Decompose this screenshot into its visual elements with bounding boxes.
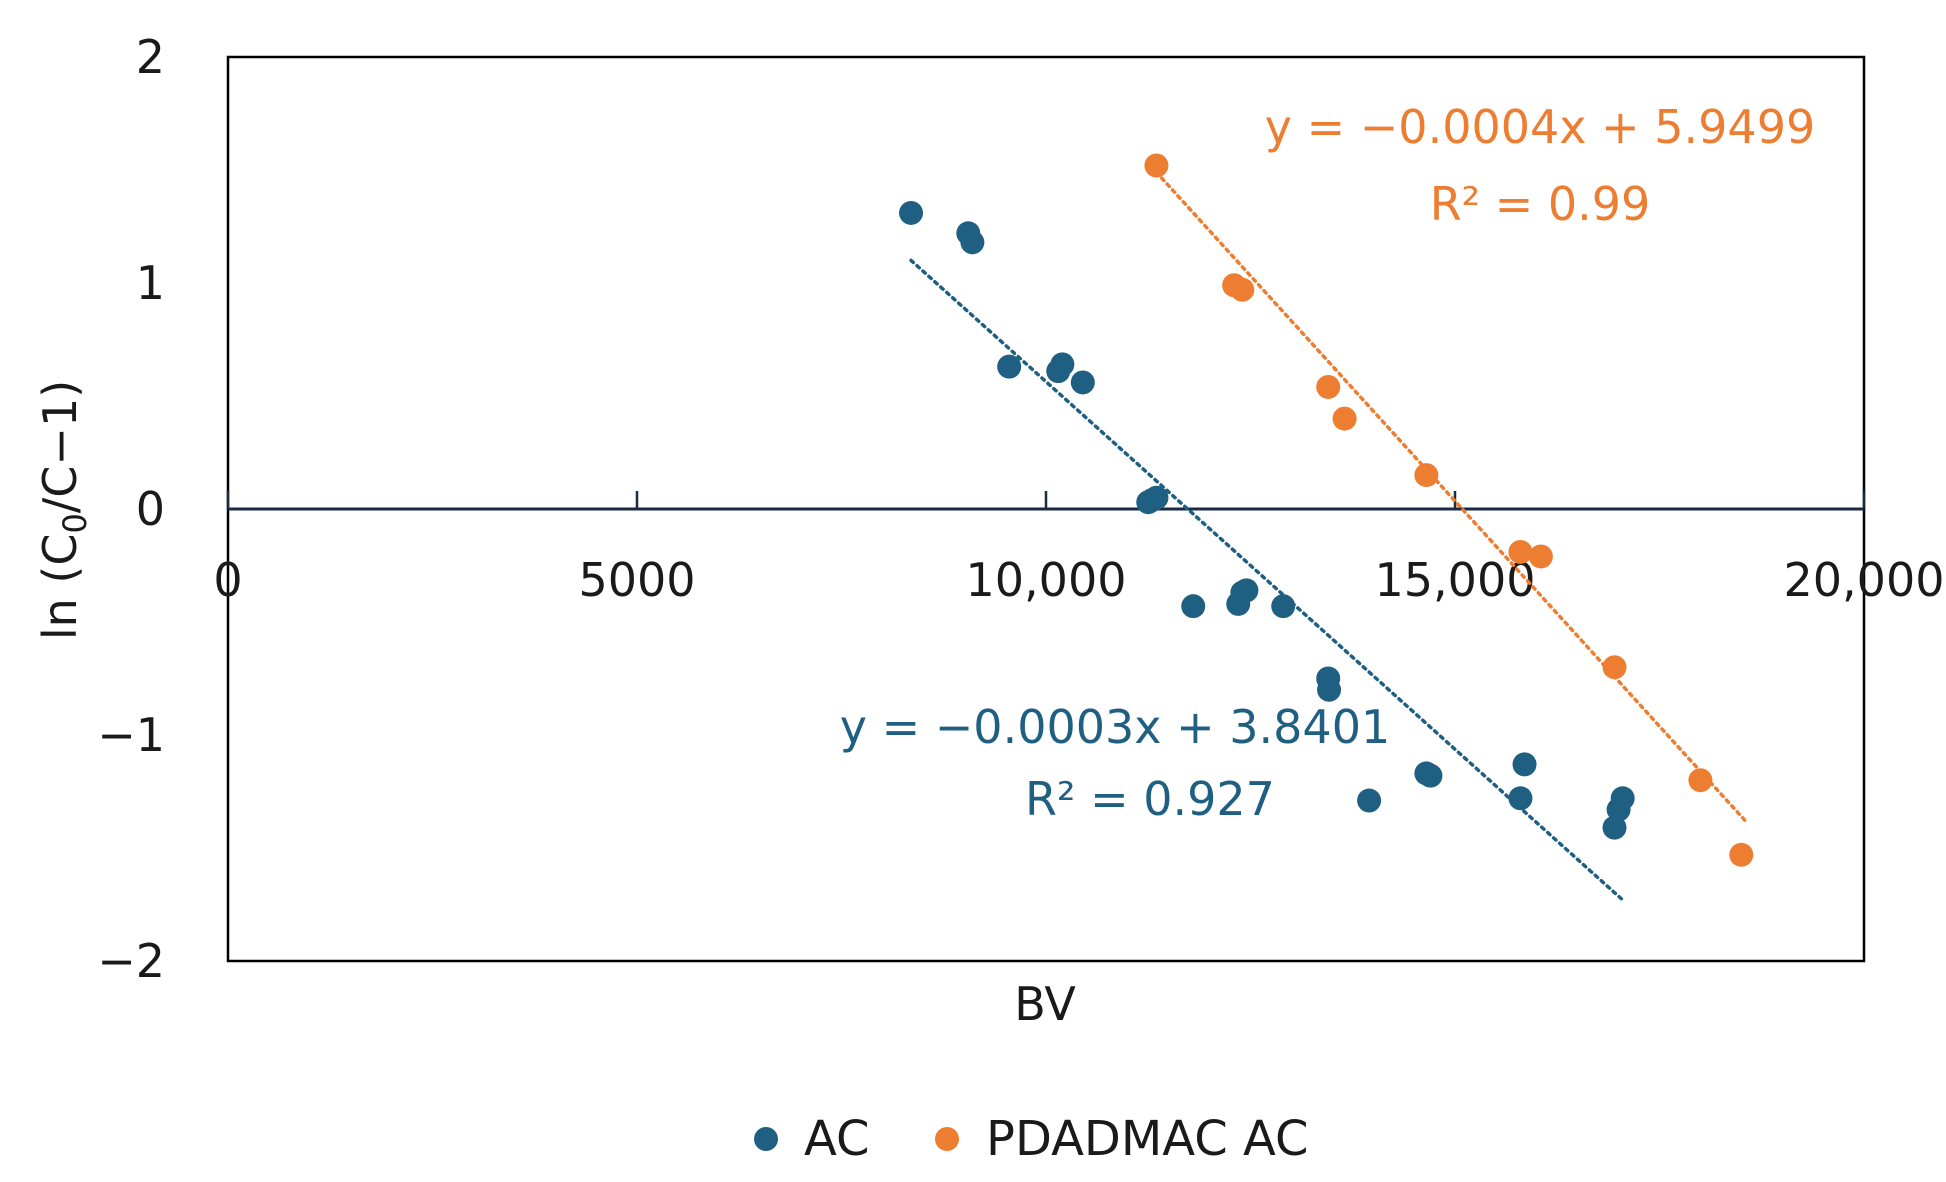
x-axis-ticks — [226, 491, 1866, 509]
data-point-ac — [1234, 578, 1259, 603]
y-axis-title-prefix: ln (C — [33, 534, 87, 641]
data-point-ac — [1144, 485, 1169, 510]
legend-label-pdadmac: PDADMAC AC — [986, 1111, 1309, 1167]
trendlines — [909, 170, 1748, 902]
data-point-ac — [1602, 815, 1627, 840]
y-tick-label: 2 — [136, 30, 165, 84]
y-axis-title: ln (C0/C−1) — [33, 380, 94, 640]
legend-marker-ac — [754, 1127, 778, 1151]
data-point-ac — [899, 200, 924, 225]
y-tick-label: −2 — [97, 934, 165, 988]
trendline-pdadmac — [1154, 170, 1748, 823]
legend-marker-pdadmac — [935, 1127, 959, 1151]
data-point-pdadmac — [1414, 463, 1439, 488]
y-axis-tick-labels: 2 1 0 −1 −2 — [97, 30, 165, 988]
x-axis-tick-labels: 0 5000 10,000 15,000 20,000 — [213, 553, 1944, 607]
data-point-ac — [960, 230, 985, 255]
data-point-pdadmac — [1144, 153, 1169, 178]
y-tick-label: 1 — [136, 256, 165, 310]
data-point-ac — [1512, 752, 1537, 777]
data-point-pdadmac — [1602, 655, 1627, 680]
y-axis-title-suffix: /C−1) — [33, 380, 87, 513]
data-point-pdadmac — [1230, 277, 1255, 302]
data-point-ac — [1418, 763, 1443, 788]
data-point-ac — [1050, 352, 1075, 377]
x-tick-label: 10,000 — [966, 553, 1127, 607]
data-point-ac — [1508, 786, 1533, 811]
data-point-ac — [1070, 370, 1095, 395]
data-point-ac — [1357, 788, 1382, 813]
data-point-pdadmac — [1332, 406, 1357, 431]
data-point-ac — [1317, 677, 1342, 702]
y-axis-title-subscript: 0 — [56, 513, 94, 533]
x-tick-label: 0 — [213, 553, 242, 607]
y-tick-label: 0 — [136, 482, 165, 536]
pdadmac-trendline-r2: R² = 0.99 — [1430, 177, 1651, 231]
data-points — [899, 153, 1754, 867]
data-point-pdadmac — [1729, 842, 1754, 867]
data-point-pdadmac — [1688, 768, 1713, 793]
ac-trendline-r2: R² = 0.927 — [1025, 772, 1275, 826]
y-tick-label: −1 — [97, 708, 165, 762]
data-point-ac — [1181, 594, 1206, 619]
pdadmac-trendline-equation: y = −0.0004x + 5.9499 — [1265, 100, 1815, 154]
x-tick-label: 5000 — [578, 553, 695, 607]
legend: AC PDADMAC AC — [754, 1111, 1309, 1167]
trendline-ac — [909, 258, 1625, 902]
data-point-ac — [1610, 786, 1635, 811]
x-tick-label: 15,000 — [1375, 553, 1536, 607]
data-point-ac — [1271, 594, 1296, 619]
x-tick-label: 20,000 — [1784, 553, 1945, 607]
data-point-ac — [997, 354, 1022, 379]
x-axis-title: BV — [1014, 977, 1076, 1031]
data-point-pdadmac — [1316, 374, 1341, 399]
data-point-pdadmac — [1528, 544, 1553, 569]
legend-label-ac: AC — [804, 1111, 870, 1167]
ac-trendline-equation: y = −0.0003x + 3.8401 — [840, 700, 1390, 754]
data-point-pdadmac — [1508, 539, 1533, 564]
